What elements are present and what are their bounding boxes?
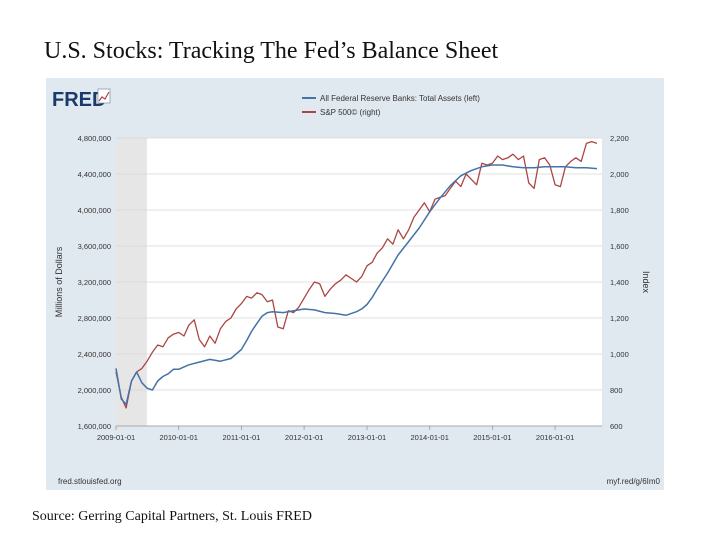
x-tick-label: 2010-01-01 [160,433,198,442]
fred-logo-text: FRED [52,89,106,111]
fred-footer-left[interactable]: fred.stlouisfed.org [58,477,122,486]
y-axis-right-label: Index [641,271,651,294]
legend-item-sp500: S&P 500© (right) [302,108,381,117]
series-line-sp500 [115,140,598,409]
y-right-tick-label: 2,200 [610,134,629,143]
y-right-tick-label: 1,400 [610,278,629,287]
y-axis-left-label: Millions of Dollars [54,246,64,317]
x-tick-label: 2014-01-01 [411,433,449,442]
y-left-tick-label: 4,400,000 [78,170,111,179]
y-right-tick-label: 600 [610,422,623,431]
y-right-tick-label: 1,600 [610,242,629,251]
fred-chart-frame: 1,600,000 2,000,000 2,400,000 2,800,000 3,20… [46,78,664,490]
y-right-tick-label: 1,800 [610,206,629,215]
y-left-tick-label: 3,200,000 [78,278,111,287]
y-left-tick-label: 1,600,000 [78,422,111,431]
x-tick-label: 2013-01-01 [348,433,386,442]
x-tick-label: 2011-01-01 [223,433,261,442]
x-tick-label: 2009-01-01 [97,433,135,442]
x-tick-label: 2016-01-01 [536,433,574,442]
y-left-tick-label: 3,600,000 [78,242,111,251]
legend-item-assets: All Federal Reserve Banks: Total Assets … [302,94,480,103]
fred-line-chart: 1,600,000 2,000,000 2,400,000 2,800,000 3,20… [52,88,661,486]
y-right-tick-label: 1,000 [610,350,629,359]
series-line-fed-assets [115,164,598,406]
y-left-tick-label: 4,800,000 [78,134,111,143]
fred-logo[interactable]: FRED [52,88,111,111]
y-right-tick-label: 1,200 [610,314,629,323]
source-note: Source: Gerring Capital Partners, St. Lo… [32,509,312,524]
y-left-tick-label: 2,000,000 [78,386,111,395]
slide-title: U.S. Stocks: Tracking The Fed’s Balance … [44,38,499,64]
y-left-tick-label: 2,400,000 [78,350,111,359]
legend-label-sp500: S&P 500© (right) [320,108,381,117]
y-right-tick-label: 2,000 [610,170,629,179]
y-left-tick-label: 4,000,000 [78,206,111,215]
x-tick-label: 2012-01-01 [285,433,323,442]
y-right-tick-label: 800 [610,386,623,395]
y-left-tick-label: 2,800,000 [78,314,111,323]
fred-footer-right[interactable]: myf.red/g/6Im0 [607,477,661,486]
x-tick-label: 2015-01-01 [473,433,511,442]
fred-logo-chart-icon [97,88,111,104]
legend-label-assets: All Federal Reserve Banks: Total Assets … [320,94,480,103]
chart-legend: All Federal Reserve Banks: Total Assets … [302,94,480,117]
